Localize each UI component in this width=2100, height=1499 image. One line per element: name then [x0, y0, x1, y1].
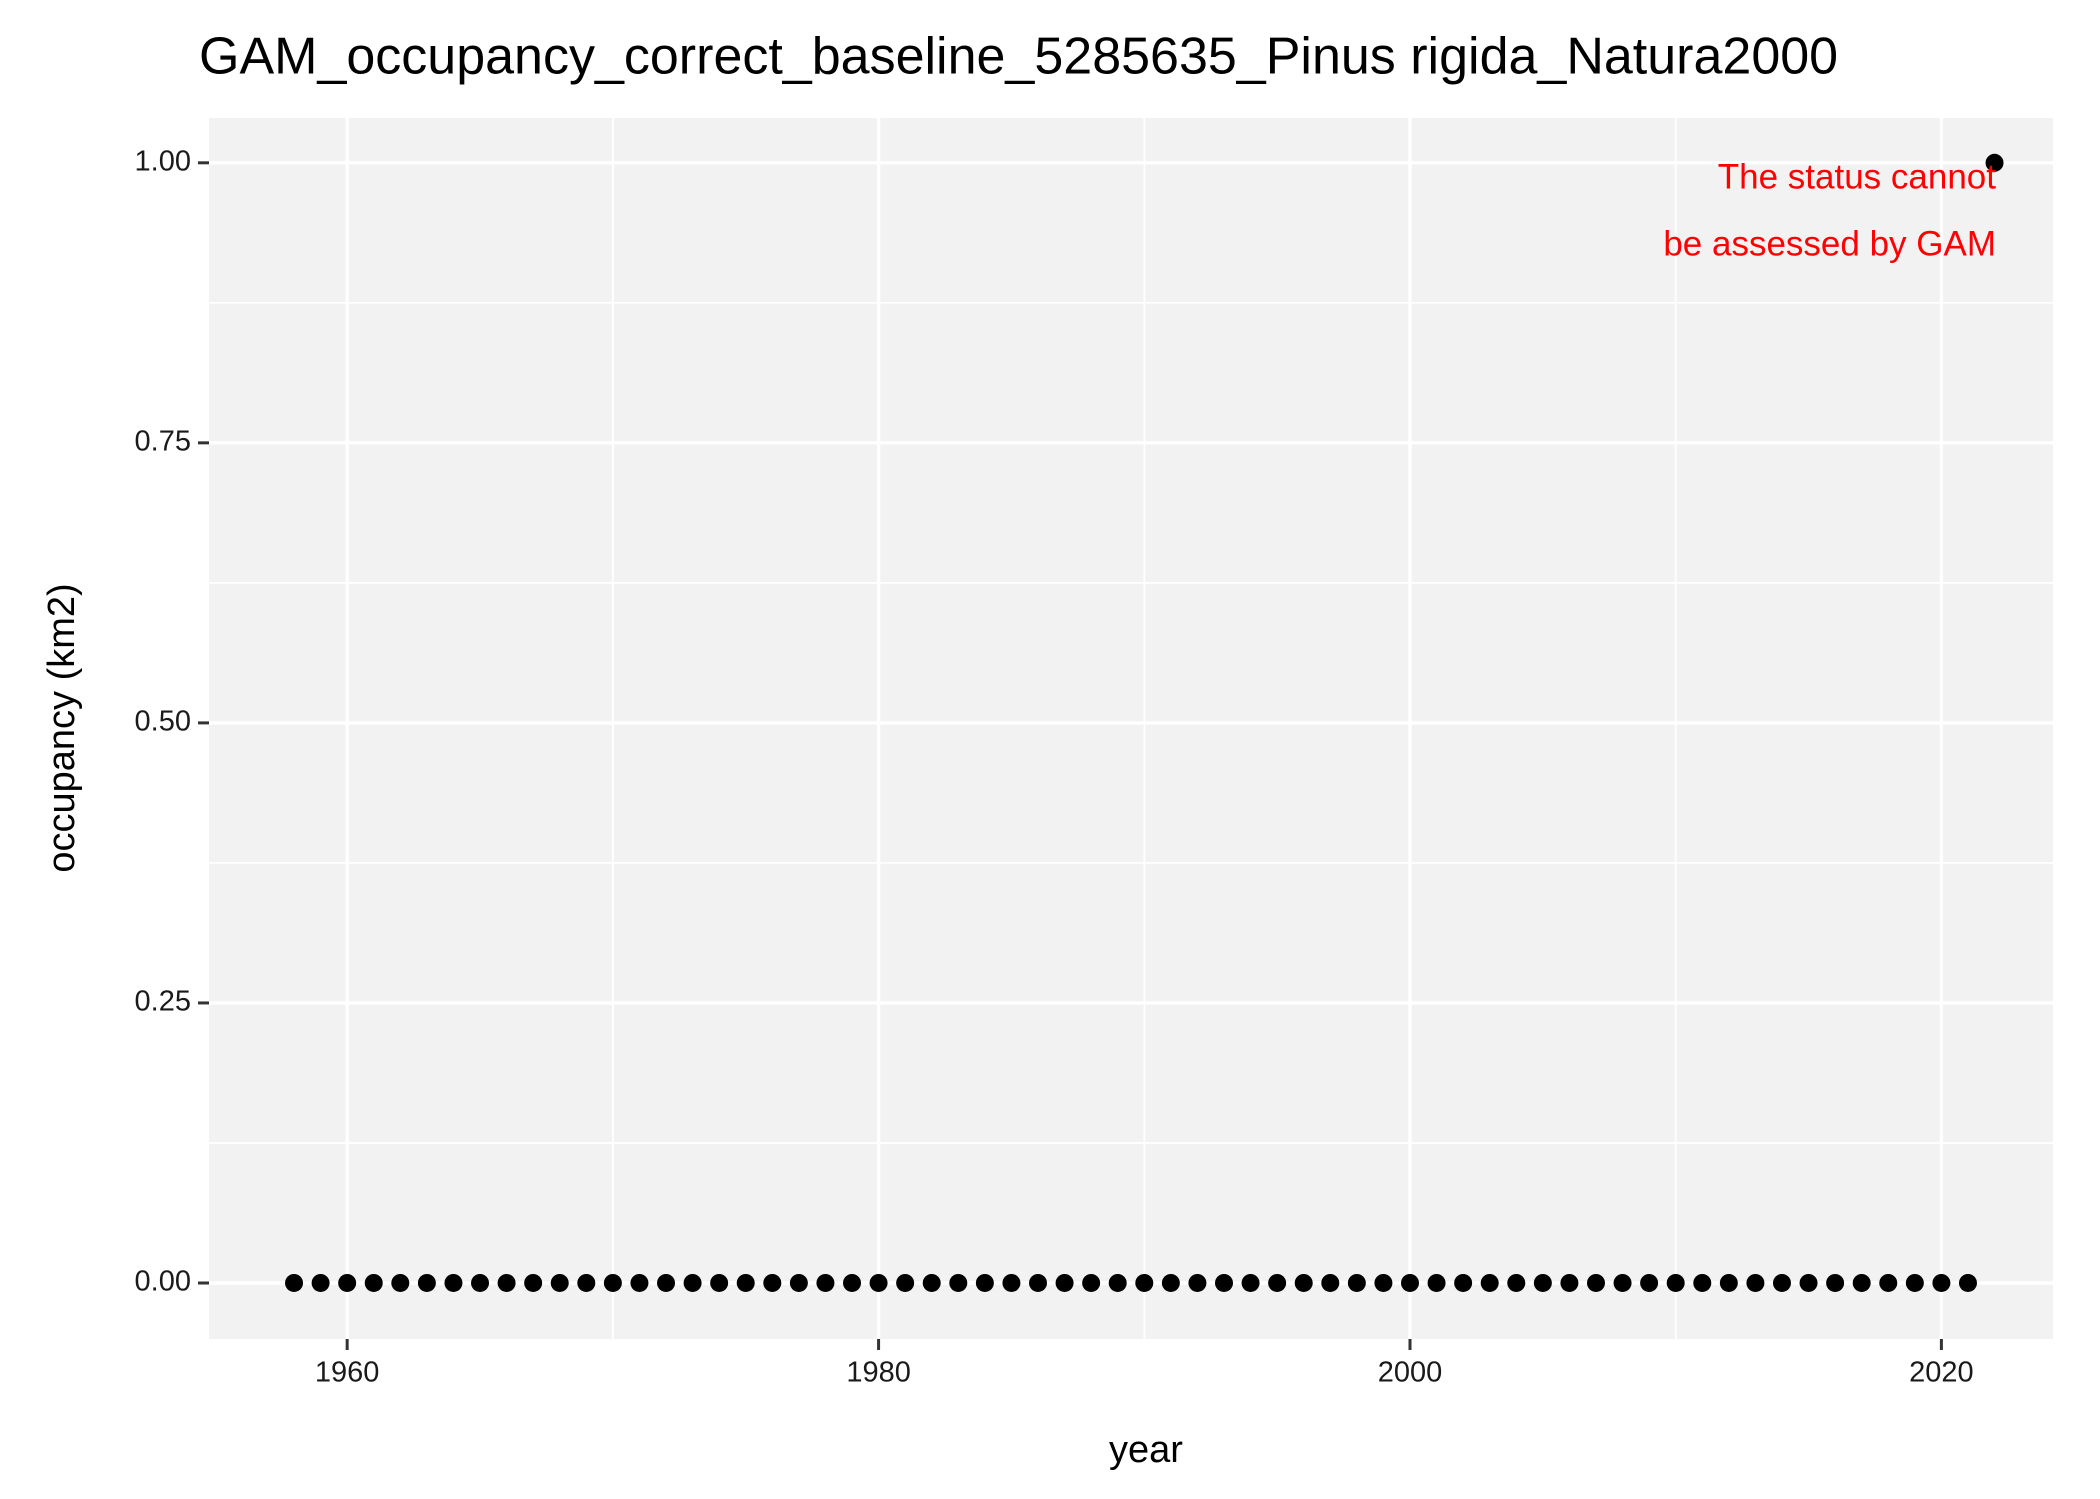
point [1746, 1273, 1765, 1292]
x-tick-label: 2000 [1378, 1357, 1443, 1389]
y-tick-label: 1.00 [135, 145, 191, 177]
point [816, 1273, 835, 1292]
point [1693, 1273, 1712, 1292]
point [1560, 1273, 1579, 1292]
point [1294, 1273, 1313, 1292]
point [657, 1273, 676, 1292]
point [1400, 1273, 1419, 1292]
point [1161, 1273, 1180, 1292]
point [922, 1273, 941, 1292]
point [736, 1273, 755, 1292]
point [444, 1273, 463, 1292]
point [577, 1273, 596, 1292]
point [1613, 1273, 1632, 1292]
point [1932, 1273, 1951, 1292]
point [630, 1273, 649, 1292]
point [1082, 1273, 1101, 1292]
point [1454, 1273, 1473, 1292]
point [338, 1273, 357, 1292]
point [843, 1273, 862, 1292]
point [417, 1273, 436, 1292]
x-tick-label: 1960 [315, 1357, 380, 1389]
y-axis-title: occupancy (km2) [41, 583, 83, 872]
y-tick-label: 0.00 [135, 1266, 191, 1298]
point [1241, 1273, 1260, 1292]
point [524, 1273, 543, 1292]
point [1879, 1273, 1898, 1292]
point [471, 1273, 490, 1292]
plot-panel [209, 118, 2053, 1339]
point [1321, 1273, 1340, 1292]
x-axis-title: year [1109, 1429, 1183, 1471]
point [869, 1273, 888, 1292]
x-tick-label: 2020 [1909, 1357, 1974, 1389]
point [1533, 1273, 1552, 1292]
point [975, 1273, 994, 1292]
point [683, 1273, 702, 1292]
point [710, 1273, 729, 1292]
point [1719, 1273, 1738, 1292]
point [1347, 1273, 1366, 1292]
y-tick-label: 0.50 [135, 706, 191, 738]
annotation: be assessed by GAM [1663, 224, 1996, 263]
point [1852, 1273, 1871, 1292]
point [364, 1273, 383, 1292]
point [1958, 1273, 1977, 1292]
point [1135, 1273, 1154, 1292]
point [1985, 153, 2004, 172]
annotation: The status cannot [1718, 157, 1996, 196]
point [763, 1273, 782, 1292]
point [497, 1273, 516, 1292]
point [949, 1273, 968, 1292]
point [1108, 1273, 1127, 1292]
point [1666, 1273, 1685, 1292]
point [1188, 1273, 1207, 1292]
x-tick-label: 1980 [846, 1357, 911, 1389]
point [1772, 1273, 1791, 1292]
point [1268, 1273, 1287, 1292]
point [1507, 1273, 1526, 1292]
point [1214, 1273, 1233, 1292]
y-tick-label: 0.75 [135, 426, 191, 458]
point [1640, 1273, 1659, 1292]
point [1002, 1273, 1021, 1292]
point [1055, 1273, 1074, 1292]
point [1427, 1273, 1446, 1292]
point [391, 1273, 410, 1292]
point [603, 1273, 622, 1292]
point [550, 1273, 569, 1292]
chart-title: GAM_occupancy_correct_baseline_5285635_P… [199, 28, 1838, 86]
point [1029, 1273, 1048, 1292]
point [1586, 1273, 1605, 1292]
point [1374, 1273, 1393, 1292]
point [896, 1273, 915, 1292]
point [789, 1273, 808, 1292]
point [1826, 1273, 1845, 1292]
point [1799, 1273, 1818, 1292]
point [1905, 1273, 1924, 1292]
y-tick-label: 0.25 [135, 986, 191, 1018]
point [285, 1273, 304, 1292]
point [311, 1273, 330, 1292]
point [1480, 1273, 1499, 1292]
